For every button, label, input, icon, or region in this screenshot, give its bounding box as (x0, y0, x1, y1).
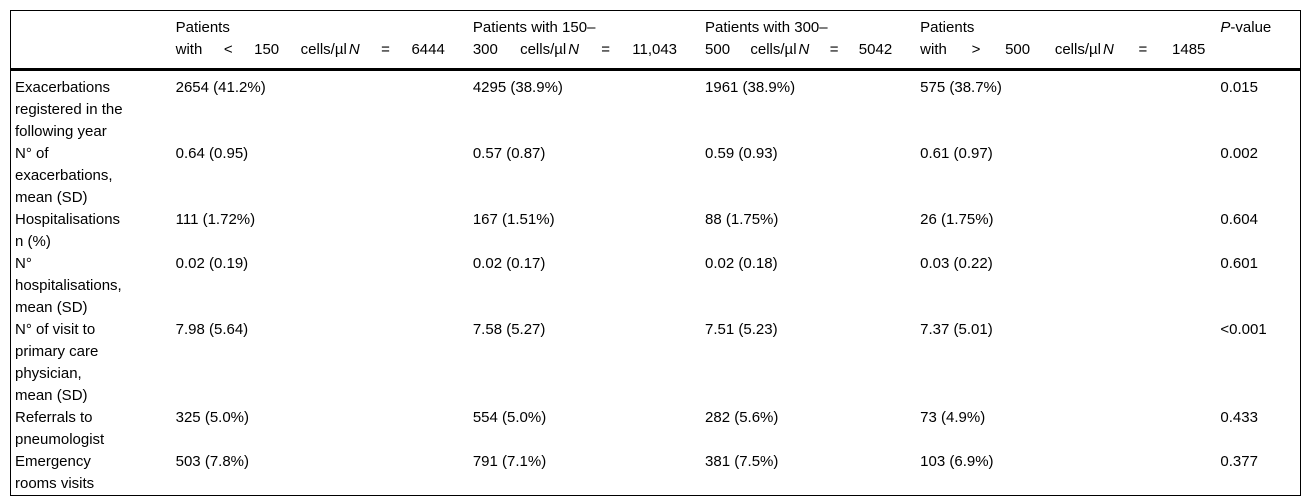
cell-value-group2: 167 (1.51%) (472, 211, 555, 228)
header-line1: Patients with 150– (472, 19, 596, 36)
cell-value-group4: 73 (4.9%) (920, 409, 986, 426)
cell-p-value: 0.015 (1220, 79, 1258, 96)
cell-p-value: 0.002 (1220, 145, 1258, 162)
cell-value-group1: 111 (1.72%) (175, 211, 256, 228)
col-header-patients-300-500: Patients with 300– 500 cells/µl N = 5042 (705, 10, 921, 71)
row-label: N° of exacerbations, mean (SD) (15, 145, 113, 206)
header-line2: with >500 cells/µl N = 1485 (920, 41, 1206, 58)
col-header-patients-gt-500: Patients with >500 cells/µl N = 1485 (920, 10, 1221, 71)
row-label: Referrals to pneumologist (15, 409, 105, 448)
cell-value-group3: 381 (7.5%) (705, 453, 779, 470)
cell-value-group1: 7.98 (5.64) (175, 321, 249, 338)
patient-outcomes-table: Patients with <150 cells/µl N = 6444 Patients… (10, 10, 1301, 496)
row-label-column-header (10, 10, 176, 71)
header-row: Patients with <150 cells/µl N = 6444 Patients… (10, 10, 1301, 71)
cell-value-group4: 26 (1.75%) (920, 211, 994, 228)
cell-value-group3: 0.59 (0.93) (705, 145, 778, 162)
table-row: Emergency rooms visits 503 (7.8%) 791 (7… (11, 451, 1301, 496)
row-label: Hospitalisations n (%) (15, 211, 121, 250)
cell-p-value: 0.377 (1220, 453, 1258, 470)
cell-value-group3: 282 (5.6%) (705, 409, 779, 426)
cell-p-value: 0.433 (1220, 409, 1258, 426)
table-row: N° of exacerbations, mean (SD) 0.64 (0.9… (11, 143, 1301, 209)
col-header-p-value: P-value (1220, 10, 1301, 71)
cell-value-group2: 7.58 (5.27) (472, 321, 546, 338)
header-line2: 500 cells/µl N = 5042 (705, 41, 893, 58)
cell-value-group2: 554 (5.0%) (472, 409, 547, 426)
cell-value-group4: 7.37 (5.01) (920, 321, 993, 338)
cell-value-group4: 0.61 (0.97) (920, 145, 993, 162)
cell-value-group2: 791 (7.1%) (472, 453, 547, 470)
cell-value-group1: 0.64 (0.95) (175, 145, 249, 162)
col-header-patients-150-300: Patients with 150– 300 cells/µl N = 11,043 (472, 10, 706, 71)
table-row: Hospitalisations n (%) 111 (1.72%) 167 (… (11, 209, 1301, 253)
cell-value-group3: 88 (1.75%) (705, 211, 779, 228)
cell-p-value: 0.604 (1220, 211, 1258, 228)
header-line2: with <150 cells/µl N = 6444 (175, 41, 445, 58)
row-label: Exacerbations registered in the followin… (15, 79, 123, 140)
cell-value-group4: 103 (6.9%) (920, 453, 994, 470)
cell-value-group1: 0.02 (0.19) (175, 255, 249, 272)
table-header: Patients with <150 cells/µl N = 6444 Patients… (10, 10, 1301, 71)
table-body: Exacerbations registered in the followin… (11, 70, 1301, 496)
col-header-patients-lt-150: Patients with <150 cells/µl N = 6444 (175, 10, 473, 71)
table-row: Exacerbations registered in the followin… (11, 70, 1301, 144)
cell-value-group1: 503 (7.8%) (175, 453, 249, 470)
cell-value-group1: 325 (5.0%) (175, 409, 249, 426)
cell-value-group4: 0.03 (0.22) (920, 255, 993, 272)
header-line1: Patients (175, 19, 230, 36)
cell-value-group4: 575 (38.7%) (920, 79, 1002, 96)
row-label: N° hospitalisations, mean (SD) (15, 255, 122, 316)
cell-value-group3: 0.02 (0.18) (705, 255, 778, 272)
table-row: Referrals to pneumologist 325 (5.0%) 554… (11, 407, 1301, 451)
table-row: N° of visit to primary care physician, m… (11, 319, 1301, 407)
header-line1: Patients (920, 19, 975, 36)
cell-value-group2: 0.02 (0.17) (472, 255, 546, 272)
cell-p-value: 0.601 (1220, 255, 1258, 272)
header-line1: Patients with 300– (705, 19, 828, 36)
table-row: N° hospitalisations, mean (SD) 0.02 (0.1… (11, 253, 1301, 319)
cell-value-group2: 0.57 (0.87) (472, 145, 546, 162)
cell-value-group3: 1961 (38.9%) (705, 79, 796, 96)
cell-value-group2: 4295 (38.9%) (472, 79, 563, 96)
cell-p-value: <0.001 (1220, 321, 1267, 338)
cell-value-group3: 7.51 (5.23) (705, 321, 778, 338)
row-label: N° of visit to primary care physician, m… (15, 321, 99, 404)
row-label: Emergency rooms visits (15, 453, 95, 492)
header-line2: 300 cells/µl N = 11,043 (472, 41, 678, 58)
cell-value-group1: 2654 (41.2%) (175, 79, 266, 96)
p-value-header-text: P-value (1220, 19, 1272, 36)
